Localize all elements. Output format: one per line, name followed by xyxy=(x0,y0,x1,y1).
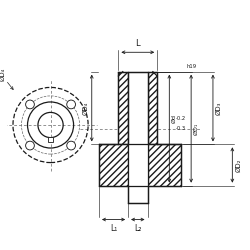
Text: h19: h19 xyxy=(186,64,196,69)
Text: ØD₄: ØD₄ xyxy=(83,101,89,115)
Text: -0.2: -0.2 xyxy=(176,116,186,121)
Text: -0.3: -0.3 xyxy=(176,126,186,131)
Bar xyxy=(128,72,148,203)
Bar xyxy=(99,144,128,186)
Circle shape xyxy=(26,100,34,109)
Circle shape xyxy=(26,141,34,150)
Bar xyxy=(148,144,182,186)
Text: L₁: L₁ xyxy=(110,224,117,233)
Text: L: L xyxy=(136,39,140,48)
Text: L₂: L₂ xyxy=(134,224,141,233)
Bar xyxy=(118,72,128,144)
Text: ØD₂: ØD₂ xyxy=(235,158,241,172)
Bar xyxy=(48,137,53,142)
Text: ØD₁: ØD₁ xyxy=(193,122,198,135)
Text: ØD₃: ØD₃ xyxy=(216,101,222,115)
Text: Ød: Ød xyxy=(171,114,176,124)
Bar xyxy=(148,72,157,144)
Circle shape xyxy=(67,100,76,109)
Circle shape xyxy=(67,141,76,150)
Text: ØD₄: ØD₄ xyxy=(0,68,5,81)
